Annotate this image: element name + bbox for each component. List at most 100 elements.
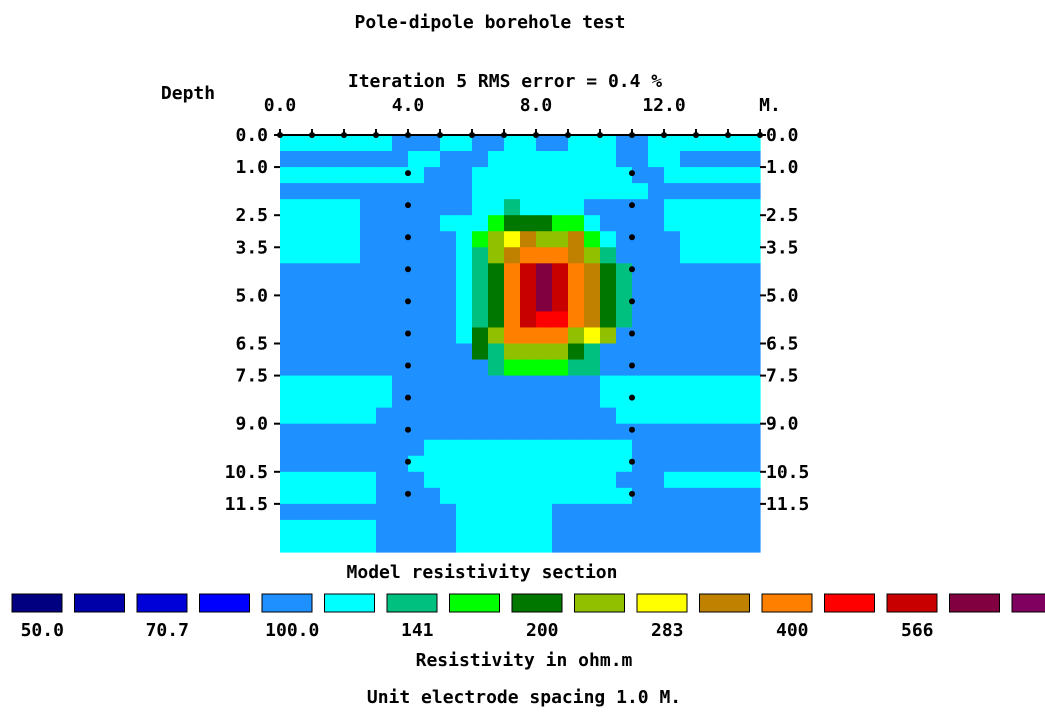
heatmap-cell <box>680 359 697 377</box>
heatmap-cell <box>744 375 761 393</box>
heatmap-cell <box>648 391 665 409</box>
heatmap-cell <box>664 231 681 248</box>
heatmap-cell <box>504 311 521 329</box>
borehole-electrode <box>405 362 411 369</box>
heatmap-cell <box>312 183 329 200</box>
borehole-electrode <box>629 490 635 497</box>
heatmap-cell <box>600 311 617 329</box>
heatmap-cell <box>424 327 441 345</box>
heatmap-cell <box>392 471 409 489</box>
y-tick-label-right: 11.5 <box>766 494 809 515</box>
heatmap-cell <box>520 535 537 553</box>
heatmap-cell <box>712 375 729 393</box>
heatmap-cell <box>488 535 505 553</box>
heatmap-cell <box>632 407 649 425</box>
heatmap-cell <box>712 263 729 280</box>
heatmap-cell <box>440 359 457 377</box>
heatmap-cell <box>296 311 313 329</box>
heatmap-cell <box>424 391 441 409</box>
borehole-electrode <box>405 298 411 305</box>
heatmap-cell <box>632 439 649 457</box>
heatmap-cell <box>616 535 633 553</box>
heatmap-cell <box>584 167 601 184</box>
heatmap-cell <box>456 343 473 361</box>
heatmap-cell <box>744 327 761 345</box>
heatmap-cell <box>632 535 649 553</box>
heatmap-cell <box>680 439 697 457</box>
heatmap-cell <box>552 247 569 264</box>
heatmap-cell <box>696 231 713 248</box>
y-tick-label-right: 1.0 <box>766 157 799 178</box>
heatmap-cell <box>344 231 361 248</box>
heatmap-cell <box>296 263 313 280</box>
heatmap-cell <box>360 535 377 553</box>
heatmap-cell <box>536 263 553 280</box>
heatmap-cell <box>712 535 729 553</box>
heatmap-cell <box>552 455 569 473</box>
heatmap-cell <box>712 151 729 168</box>
heatmap-cell <box>472 327 489 345</box>
borehole-electrode <box>629 458 635 465</box>
heatmap-cell <box>536 135 553 152</box>
heatmap-cell <box>280 487 297 505</box>
heatmap-cell <box>584 183 601 200</box>
heatmap-cell <box>744 535 761 553</box>
heatmap-cell <box>680 535 697 553</box>
colorbar-swatch <box>324 593 375 613</box>
heatmap-cell <box>280 183 297 200</box>
heatmap-cell <box>712 503 729 521</box>
heatmap-cell <box>712 487 729 505</box>
x-tick-label: 4.0 <box>392 95 425 116</box>
heatmap-cell <box>456 439 473 457</box>
heatmap-cell <box>312 215 329 232</box>
heatmap-cell <box>520 391 537 409</box>
heatmap-cell <box>648 535 665 553</box>
heatmap-cell <box>600 263 617 280</box>
heatmap-cell <box>616 247 633 264</box>
heatmap-cell <box>600 279 617 296</box>
heatmap-cell <box>440 199 457 216</box>
heatmap-cell <box>680 327 697 345</box>
heatmap-cell <box>696 503 713 521</box>
x-tick-label: 0.0 <box>264 95 297 116</box>
y-tick-label-right: 9.0 <box>766 414 799 435</box>
heatmap-cell <box>696 247 713 264</box>
heatmap-cell <box>536 279 553 296</box>
heatmap-cell <box>728 183 745 200</box>
heatmap-cell <box>360 359 377 377</box>
heatmap-cell <box>328 471 345 489</box>
heatmap-cell <box>360 215 377 232</box>
heatmap-cell <box>584 327 601 345</box>
heatmap-cell <box>632 375 649 393</box>
borehole-electrode <box>629 362 635 369</box>
colorbar-swatch <box>199 593 250 613</box>
y-tick-label-left: 1.0 <box>235 157 268 178</box>
heatmap-cell <box>360 423 377 441</box>
heatmap-cell <box>456 151 473 168</box>
heatmap-cell <box>440 503 457 521</box>
heatmap-cell <box>744 215 761 232</box>
heatmap-cell <box>280 135 297 152</box>
heatmap-cell <box>744 519 761 537</box>
heatmap-cell <box>696 327 713 345</box>
heatmap-cell <box>376 487 393 505</box>
heatmap-cell <box>536 455 553 473</box>
y-axis-label: Depth <box>161 83 215 104</box>
heatmap-cell <box>568 519 585 537</box>
heatmap-cell <box>728 407 745 425</box>
heatmap-cell <box>520 519 537 537</box>
heatmap-cell <box>728 391 745 409</box>
heatmap-cell <box>584 279 601 296</box>
heatmap-cell <box>728 263 745 280</box>
heatmap-cell <box>600 199 617 216</box>
heatmap-cell <box>664 263 681 280</box>
heatmap-cell <box>712 215 729 232</box>
heatmap-cell <box>520 295 537 313</box>
heatmap-cell <box>280 247 297 264</box>
heatmap-cell <box>312 327 329 345</box>
colorbar <box>11 593 1045 613</box>
heatmap-cell <box>552 359 569 377</box>
heatmap-cell <box>680 183 697 200</box>
surface-electrode <box>373 132 379 138</box>
heatmap-cell <box>504 231 521 248</box>
